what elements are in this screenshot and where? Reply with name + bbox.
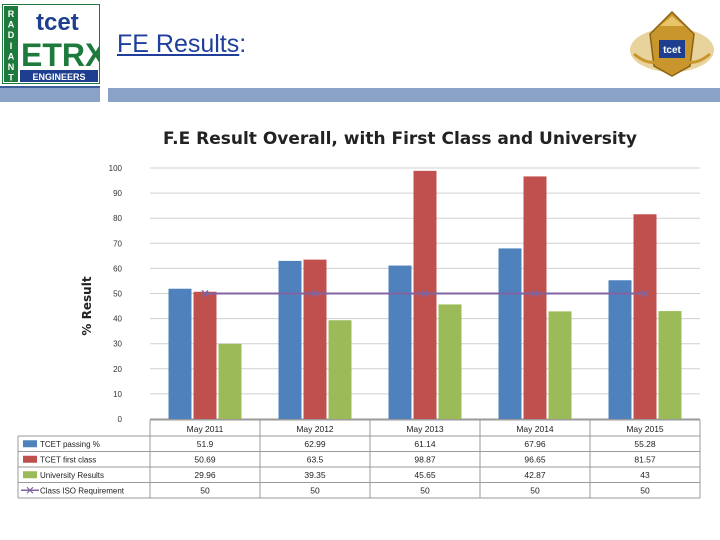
header-band-right [108, 88, 720, 102]
logo-side-letter: A [8, 20, 15, 30]
data-table-value: 43 [640, 470, 650, 480]
y-axis-label: % Result [80, 276, 94, 335]
data-table-value: 42.87 [524, 470, 546, 480]
logo-top-text: tcet [36, 9, 79, 36]
logo-side-letter: I [10, 41, 13, 51]
legend-entry: University Results [40, 471, 104, 480]
data-table-value: 50 [530, 485, 540, 495]
bar-university-results [438, 304, 462, 419]
bar-tcet-first-class [523, 176, 547, 419]
y-tick-label: 80 [113, 214, 122, 223]
data-table-value: 98.87 [414, 454, 436, 464]
bar-tcet-passing- [168, 288, 192, 419]
logo-big-text: ETRX [21, 37, 100, 73]
bar-tcet-passing- [498, 248, 522, 419]
y-tick-label: 40 [113, 315, 122, 324]
data-table-value: 67.96 [524, 439, 546, 449]
slide-title-main: FE Results [117, 30, 240, 58]
data-table-value: 50.69 [194, 454, 216, 464]
tcet-crest-logo: tcet [630, 10, 714, 77]
logo-side-letter: T [8, 73, 14, 83]
x-category-label: May 2014 [516, 424, 554, 434]
data-table-value: 50 [640, 485, 650, 495]
y-tick-label: 10 [113, 390, 122, 399]
legend-entry: TCET passing % [40, 440, 100, 449]
y-tick-label: 100 [109, 164, 123, 173]
y-tick-label: 30 [113, 340, 122, 349]
bar-university-results [328, 320, 352, 419]
data-table-value: 39.35 [304, 470, 326, 480]
x-category-label: May 2015 [626, 424, 664, 434]
header-band-left [0, 88, 100, 102]
data-table-value: 62.99 [304, 439, 326, 449]
slide-title: FE Results: [117, 30, 246, 59]
bar-university-results [218, 343, 242, 419]
data-table-value: 81.57 [634, 454, 656, 464]
data-table-value: 55.28 [634, 439, 656, 449]
bar-tcet-first-class [633, 214, 657, 419]
bar-tcet-passing- [608, 280, 632, 419]
bar-tcet-first-class [303, 259, 327, 419]
header-divider-line [0, 86, 100, 88]
bar-tcet-first-class [193, 291, 217, 419]
x-category-label: May 2011 [187, 424, 224, 434]
bar-tcet-passing- [278, 260, 302, 419]
x-category-label: May 2013 [406, 424, 444, 434]
line-point [421, 289, 429, 298]
data-table-value: 45.65 [414, 470, 436, 480]
y-tick-label: 20 [113, 365, 122, 374]
data-table-value: 51.9 [197, 439, 214, 449]
logo-side-letter: D [8, 30, 15, 40]
legend-entry: Class ISO Requirement [40, 486, 125, 495]
line-point [531, 289, 539, 298]
line-point [201, 289, 209, 298]
legend-key-swatch [23, 440, 37, 448]
data-table-value: 50 [200, 485, 210, 495]
y-tick-label: 90 [113, 189, 122, 198]
bar-tcet-first-class [413, 170, 437, 419]
legend-entry: TCET first class [40, 455, 96, 464]
x-category-label: May 2012 [296, 424, 334, 434]
data-table-value: 50 [420, 485, 430, 495]
bar-university-results [548, 311, 572, 419]
bar-university-results [658, 311, 682, 419]
data-table-value: 63.5 [307, 454, 324, 464]
y-tick-label: 0 [118, 415, 123, 424]
legend-key-swatch [23, 471, 37, 479]
data-table-value: 61.14 [414, 439, 436, 449]
y-tick-label: 60 [113, 264, 122, 273]
line-point [311, 289, 319, 298]
logo-side-letter: R [8, 9, 15, 19]
crest-text: tcet [663, 45, 681, 56]
slide-title-suffix: : [239, 30, 247, 58]
legend-key-line [21, 486, 39, 494]
logo-side-letter: A [8, 51, 15, 61]
chart-title: F.E Result Overall, with First Class and… [163, 129, 637, 149]
results-chart: F.E Result Overall, with First Class and… [17, 129, 701, 499]
bar-tcet-passing- [388, 265, 412, 419]
y-tick-label: 50 [113, 290, 122, 299]
data-table-value: 50 [310, 485, 320, 495]
y-tick-label: 70 [113, 239, 122, 248]
logo-side-letter: N [8, 62, 15, 72]
data-table-value: 29.96 [194, 470, 216, 480]
legend-key-swatch [23, 455, 37, 463]
data-table-value: 96.65 [524, 454, 546, 464]
logo-bottom-text: ENGINEERS [32, 72, 85, 82]
line-point [641, 289, 649, 298]
